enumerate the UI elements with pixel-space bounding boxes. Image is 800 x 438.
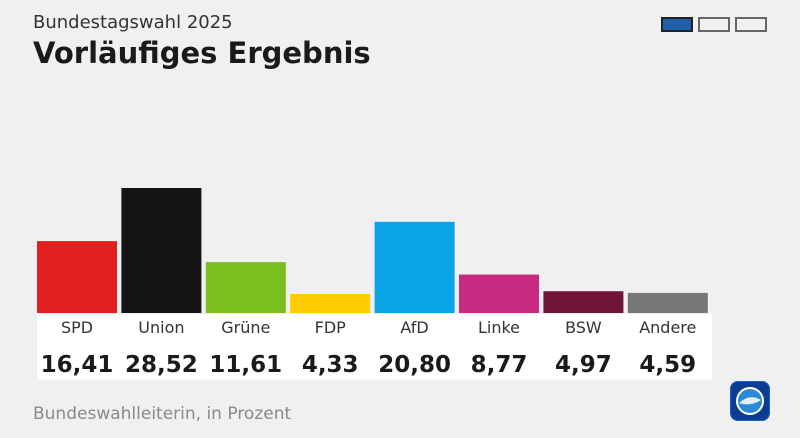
page-indicator-2[interactable] [698,17,730,32]
labels-panel [37,314,712,380]
category-label-afd: AfD [400,318,428,337]
category-label-gruene: Grüne [221,318,270,337]
tagesschau-logo [730,381,770,421]
value-label-afd: 20,80 [378,352,451,378]
value-label-andere: 4,59 [639,352,696,378]
bar-afd [374,221,455,313]
bar-union [121,188,202,313]
page-indicator-3[interactable] [735,17,767,32]
value-label-gruene: 11,61 [209,352,282,378]
bar-linke [459,274,539,313]
value-label-bsw: 4,97 [555,352,612,378]
category-label-andere: Andere [639,318,696,337]
page-indicator [661,17,767,32]
bar-bsw [543,291,624,313]
value-label-union: 28,52 [125,352,198,378]
value-label-linke: 8,77 [471,352,528,378]
chart-kicker: Bundestagswahl 2025 [33,12,233,33]
bar-gruene [205,262,286,313]
bar-spd [37,241,117,313]
category-label-spd: SPD [61,318,93,337]
source-note: Bundeswahlleiterin, in Prozent [33,404,292,424]
bar-andere [627,292,708,313]
category-label-fdp: FDP [315,318,347,337]
value-label-spd: 16,41 [41,352,114,378]
value-label-fdp: 4,33 [302,352,359,378]
chart-title: Vorläufiges Ergebnis [33,36,371,70]
category-label-union: Union [138,318,184,337]
bar-fdp [290,294,371,313]
category-label-bsw: BSW [565,318,602,337]
category-label-linke: Linke [478,318,520,337]
page-indicator-1[interactable] [661,17,693,32]
